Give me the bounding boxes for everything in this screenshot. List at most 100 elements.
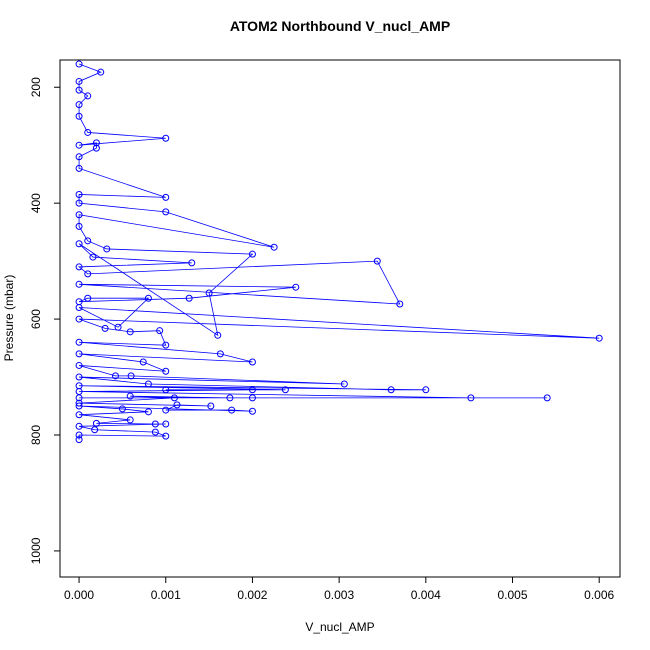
data-point [162, 420, 170, 428]
data-point [92, 144, 100, 152]
data-point [248, 250, 256, 258]
data-point [188, 259, 196, 267]
data-point [162, 432, 170, 440]
data-point [91, 426, 99, 434]
x-tick-label: 0.005 [497, 588, 527, 602]
data-point [281, 386, 289, 394]
data-point [101, 324, 109, 332]
data-point [543, 394, 551, 402]
data-point [126, 416, 134, 424]
data-point [162, 386, 170, 394]
x-tick-label: 0.003 [324, 588, 354, 602]
data-point [156, 327, 164, 335]
data-point [151, 428, 159, 436]
data-point [75, 361, 83, 369]
data-point [126, 392, 134, 400]
data-point [162, 367, 170, 375]
data-point [422, 386, 430, 394]
y-tick-label: 200 [29, 77, 43, 97]
data-point [139, 358, 147, 366]
data-point [75, 436, 83, 444]
data-point [75, 101, 83, 109]
data-point [75, 422, 83, 430]
data-point [162, 193, 170, 201]
data-point [84, 237, 92, 245]
data-point [144, 408, 152, 416]
data-point [75, 211, 83, 219]
data-point [270, 243, 278, 251]
data-point [173, 401, 181, 409]
data-point [162, 406, 170, 414]
data-point [595, 334, 603, 342]
x-tick-label: 0.001 [151, 588, 181, 602]
data-point [162, 134, 170, 142]
data-point [103, 245, 111, 253]
y-axis-label: Pressure (mbar) [2, 275, 16, 362]
data-point [75, 394, 83, 402]
x-tick-label: 0.000 [64, 588, 94, 602]
x-tick-label: 0.006 [584, 588, 614, 602]
data-point [144, 294, 152, 302]
data-point [185, 294, 193, 302]
data-point [162, 208, 170, 216]
y-tick-label: 600 [29, 309, 43, 329]
y-tick-label: 800 [29, 425, 43, 445]
data-point [84, 92, 92, 100]
data-point [75, 86, 83, 94]
data-point [75, 373, 83, 381]
data-point [205, 289, 213, 297]
chart-title: ATOM2 Northbound V_nucl_AMP [230, 18, 450, 34]
data-point [144, 380, 152, 388]
data-point [89, 253, 97, 261]
x-tick-label: 0.002 [237, 588, 267, 602]
plot-area [75, 60, 603, 444]
data-point [170, 394, 178, 402]
data-point [75, 402, 83, 410]
data-point [118, 405, 126, 413]
x-axis-label: V_nucl_AMP [305, 620, 374, 634]
data-point [387, 386, 395, 394]
data-point [75, 222, 83, 230]
data-point [75, 199, 83, 207]
data-point [97, 68, 105, 76]
data-point [84, 294, 92, 302]
data-point [75, 164, 83, 172]
data-point [84, 270, 92, 278]
data-point [75, 315, 83, 323]
y-tick-label: 400 [29, 193, 43, 213]
data-point [228, 406, 236, 414]
data-point [75, 280, 83, 288]
data-point [248, 386, 256, 394]
data-point [207, 402, 215, 410]
data-point [162, 341, 170, 349]
data-point [75, 350, 83, 358]
data-point [248, 394, 256, 402]
data-point [226, 394, 234, 402]
data-point [75, 112, 83, 120]
data-point [75, 153, 83, 161]
data-point [92, 419, 100, 427]
data-point [75, 60, 83, 68]
data-line [77, 63, 600, 440]
data-point [75, 77, 83, 85]
data-point [75, 141, 83, 149]
data-point [467, 394, 475, 402]
data-point [126, 328, 134, 336]
data-point [111, 372, 119, 380]
data-point [75, 431, 83, 439]
data-point [373, 257, 381, 265]
data-point [248, 358, 256, 366]
data-point [151, 420, 159, 428]
data-point [396, 300, 404, 308]
data-point [75, 190, 83, 198]
data-point [248, 407, 256, 415]
data-point [127, 372, 135, 380]
y-tick-label: 1000 [29, 537, 43, 564]
data-point [75, 411, 83, 419]
data-point [75, 240, 83, 248]
data-point [216, 350, 224, 358]
data-point [92, 139, 100, 147]
data-point [292, 283, 300, 291]
data-point [340, 380, 348, 388]
